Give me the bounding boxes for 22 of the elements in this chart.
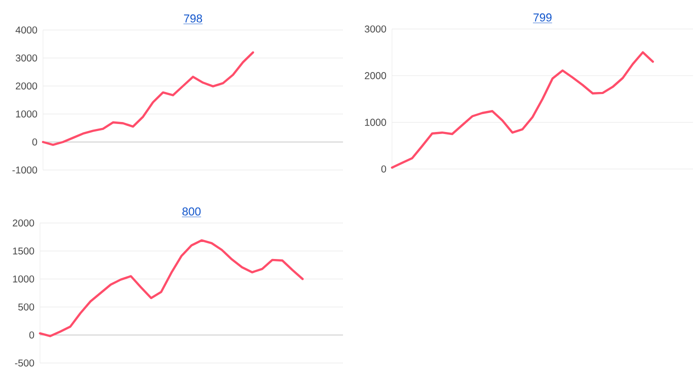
y-tick-label: 2000 [364, 72, 386, 80]
y-tick-label: -1000 [12, 166, 38, 174]
y-tick-label: 3000 [16, 54, 38, 62]
y-tick-label: -500 [14, 359, 34, 367]
y-tick-label: 1000 [365, 118, 386, 126]
y-tick-label: 1500 [13, 247, 34, 255]
y-tick-label: 3000 [364, 25, 386, 33]
y-tick-label: 4000 [16, 26, 38, 34]
y-tick-label: 1000 [16, 110, 38, 118]
chart-title: 798 [184, 14, 202, 23]
y-tick-label: 1000 [13, 275, 34, 283]
y-tick-label: 500 [18, 303, 34, 311]
y-tick-label: 2000 [16, 82, 38, 90]
y-tick-label: 2000 [12, 219, 34, 227]
chart-title: 800 [182, 207, 201, 216]
y-tick-label: 0 [29, 331, 34, 339]
line-series [390, 51, 654, 169]
y-tick-label: 0 [32, 138, 38, 146]
chart-title: 799 [534, 13, 552, 22]
line-series [42, 51, 254, 146]
y-tick-label: 0 [381, 165, 386, 173]
line-series [38, 239, 304, 338]
